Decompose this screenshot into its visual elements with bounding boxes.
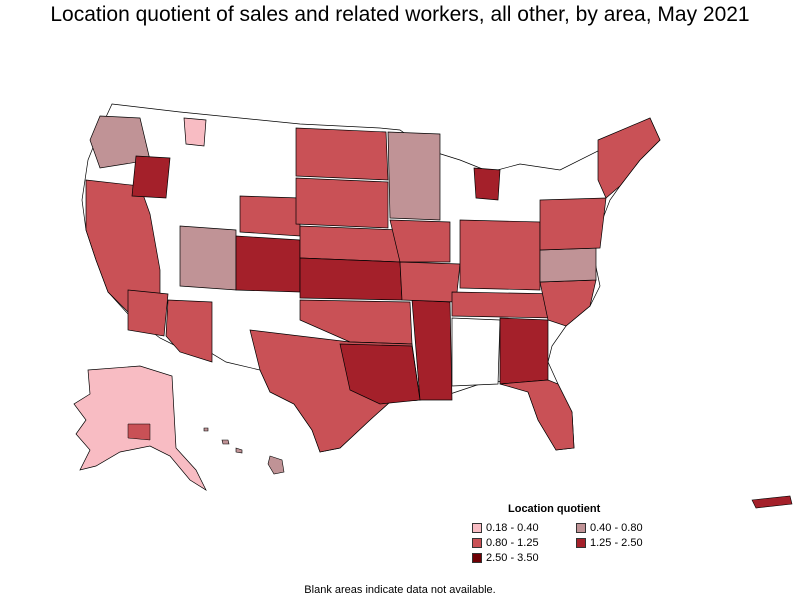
legend-item: 0.40 - 0.80 xyxy=(576,521,676,534)
hawaii xyxy=(203,427,285,475)
region-arizona xyxy=(165,299,213,363)
legend-item: 1.25 - 2.50 xyxy=(576,536,676,549)
region-north-dakota xyxy=(295,127,389,181)
region-carolinas xyxy=(539,279,597,327)
map-title: Location quotient of sales and related w… xyxy=(50,3,750,26)
contiguous-us xyxy=(81,103,661,453)
alaska-region-anchorage xyxy=(127,423,151,441)
legend: Location quotient 0.18 - 0.40 0.40 - 0.8… xyxy=(472,503,672,564)
legend-swatch xyxy=(472,552,482,563)
legend-swatch xyxy=(576,537,586,548)
region-nebraska xyxy=(299,225,401,263)
region-iowa xyxy=(389,219,451,263)
region-kansas xyxy=(299,257,403,301)
legend-item: 0.18 - 0.40 xyxy=(472,521,576,534)
region-new-england xyxy=(597,117,661,199)
legend-title: Location quotient xyxy=(508,503,601,515)
region-utah-colorado xyxy=(179,225,237,291)
region-florida xyxy=(499,379,575,451)
region-wyoming-south xyxy=(239,195,301,237)
region-oregon-east xyxy=(131,155,171,199)
region-nevada-south xyxy=(127,289,169,337)
legend-item: 2.50 - 3.50 xyxy=(472,551,576,564)
region-colorado-east xyxy=(235,235,301,293)
legend-swatch xyxy=(576,522,586,533)
region-minnesota xyxy=(387,131,441,221)
region-michigan xyxy=(473,167,501,201)
legend-grid: 0.18 - 0.40 0.40 - 0.80 0.80 - 1.25 1.25… xyxy=(472,521,672,564)
legend-swatch xyxy=(472,522,482,533)
region-idaho-north xyxy=(183,117,207,147)
region-mississippi-alabama xyxy=(451,317,501,387)
region-mid-atlantic xyxy=(539,197,607,251)
region-texas-east xyxy=(339,343,421,405)
region-missouri xyxy=(399,261,461,303)
puerto-rico xyxy=(751,495,793,509)
region-washington-west xyxy=(89,115,151,169)
region-virginia xyxy=(539,247,597,283)
legend-swatch xyxy=(472,537,482,548)
legend-item: 0.80 - 1.25 xyxy=(472,536,576,549)
region-south-dakota xyxy=(295,177,389,229)
region-ohio-valley xyxy=(459,219,541,291)
region-georgia xyxy=(499,317,549,385)
blank-areas-note: Blank areas indicate data not available. xyxy=(304,584,496,596)
